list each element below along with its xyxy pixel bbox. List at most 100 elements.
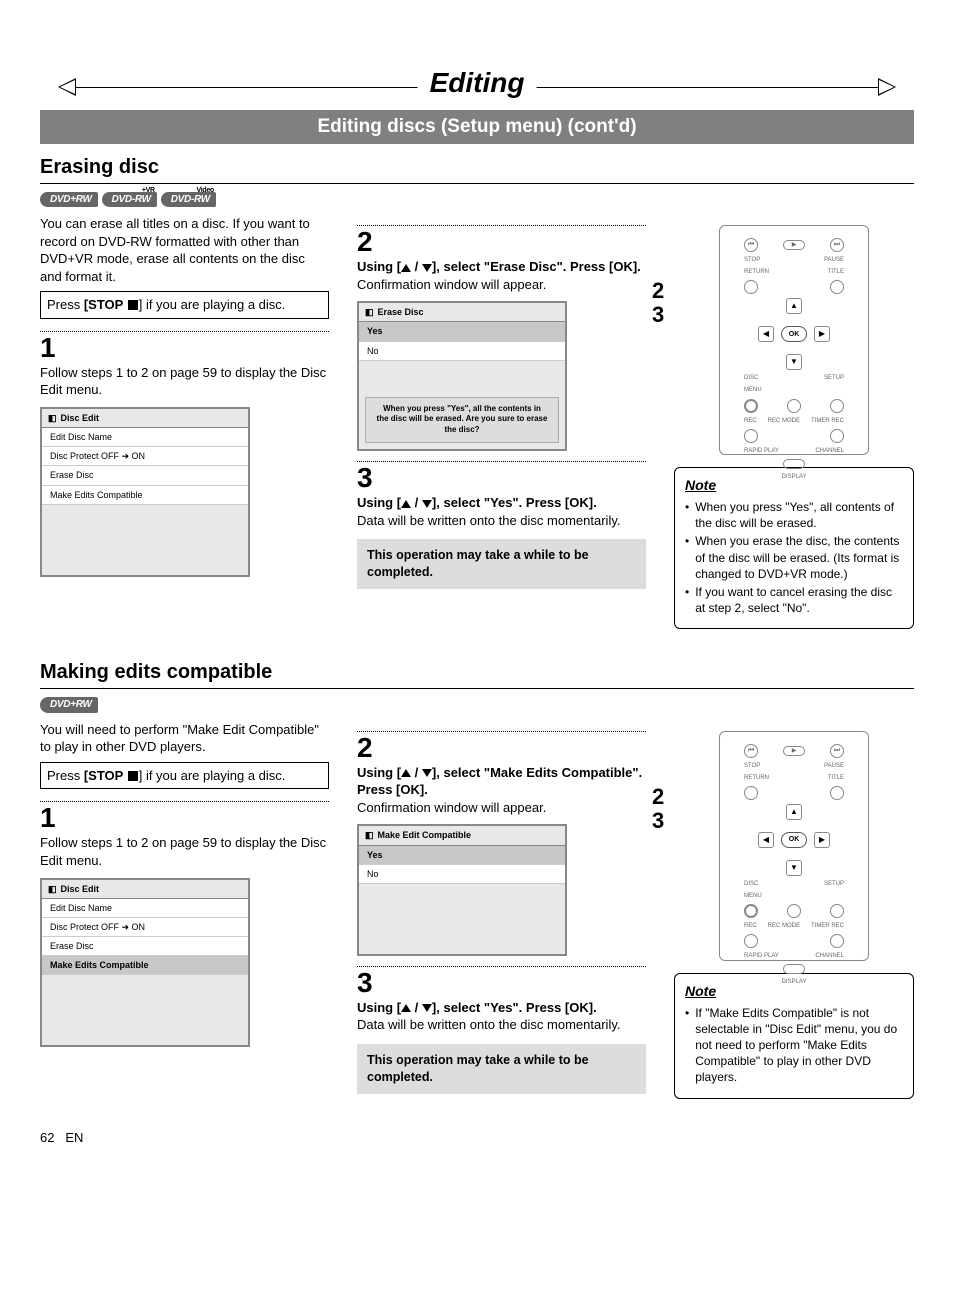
- recmode-button-icon: [787, 904, 801, 918]
- step-2-instruction: Using [ / ], select "Erase Disc". Press …: [357, 259, 641, 274]
- step-2-number: 2: [357, 228, 646, 256]
- remote-label: CHANNEL: [815, 952, 844, 960]
- up-arrow-icon: [401, 769, 411, 777]
- press-text-end: ] if you are playing a disc.: [139, 768, 286, 783]
- make-edit-confirm-menu: Make Edit Compatible Yes No: [357, 824, 567, 955]
- skip-back-icon: ⏮: [744, 744, 758, 758]
- menu-item: Disc Protect OFF ➜ ON: [42, 918, 248, 937]
- step-separator: [357, 225, 646, 226]
- menu-item: Edit Disc Name: [42, 428, 248, 447]
- step-2-body: Using [ / ], select "Make Edits Compatib…: [357, 764, 646, 817]
- confirm-message: When you press "Yes", all the contents i…: [365, 397, 559, 443]
- note-item: When you erase the disc, the contents of…: [685, 533, 903, 582]
- badge-dvd-plus-rw: DVD+RW: [40, 697, 98, 713]
- menu-item-no: No: [359, 342, 565, 361]
- step-1-number: 1: [40, 334, 329, 362]
- remote-label: DISPLAY: [782, 473, 807, 481]
- section1-columns: You can erase all titles on a disc. If y…: [40, 215, 914, 629]
- step-separator: [357, 461, 646, 462]
- step-3-body: Using [ / ], select "Yes". Press [OK]. D…: [357, 999, 646, 1034]
- menu-item-yes: Yes: [359, 322, 565, 341]
- remote-control-diagram: ⏮▶⏭ STOPPAUSE RETURNTITLE ▲ ▼ ◀ ▶ OK: [719, 731, 869, 961]
- page-footer: 62 EN: [40, 1129, 914, 1147]
- title-button-icon: [830, 786, 844, 800]
- display-button-icon: [783, 459, 805, 469]
- dpad: ▲ ▼ ◀ ▶ OK: [758, 298, 830, 370]
- step-3-instruction: Using [ / ], select "Yes". Press [OK].: [357, 495, 597, 510]
- display-button-icon: [783, 964, 805, 974]
- timerrec-button-icon: [830, 904, 844, 918]
- section2-col-right: 2 3 ⏮▶⏭ STOPPAUSE RETURNTITLE ▲ ▼ ◀ ▶: [674, 721, 914, 1099]
- badge-dvd-rw-video: DVD-RWVideo: [161, 192, 216, 208]
- dpad-down-icon: ▼: [786, 354, 802, 370]
- page-subtitle: Editing discs (Setup menu) (cont'd): [40, 110, 914, 144]
- menu-item-highlighted: Make Edits Compatible: [42, 956, 248, 975]
- stop-key-label: [STOP ] if you are playing a disc.: [84, 768, 286, 783]
- section-erasing-disc: Erasing disc DVD+RW DVD-RW+VR DVD-RWVide…: [40, 154, 914, 630]
- remote-label: RETURN: [744, 774, 769, 782]
- step-1-body: Follow steps 1 to 2 on page 59 to displa…: [40, 834, 329, 869]
- intro-text: You will need to perform "Make Edit Comp…: [40, 721, 329, 756]
- menu-item: Make Edits Compatible: [42, 486, 248, 505]
- note-box: Note When you press "Yes", all contents …: [674, 467, 914, 629]
- step-3-result: Data will be written onto the disc momen…: [357, 1017, 620, 1032]
- skip-fwd-icon: ⏭: [830, 238, 844, 252]
- completion-callout: This operation may take a while to be co…: [357, 539, 646, 589]
- step-separator: [357, 731, 646, 732]
- down-arrow-icon: [422, 264, 432, 272]
- stop-icon: [128, 300, 138, 310]
- disc-badges: DVD+RW DVD-RW+VR DVD-RWVideo: [40, 192, 914, 208]
- dpad-left-icon: ◀: [758, 832, 774, 848]
- remote-label: DISPLAY: [782, 978, 807, 986]
- stop-icon: [128, 771, 138, 781]
- note-list: If "Make Edits Compatible" is not select…: [685, 1005, 903, 1086]
- remote-label: TITLE: [828, 268, 844, 276]
- step-2-result: Confirmation window will appear.: [357, 277, 546, 292]
- step-3-number: 3: [357, 969, 646, 997]
- erase-disc-confirm-menu: Erase Disc Yes No When you press "Yes", …: [357, 301, 567, 451]
- play-button-icon: ▶: [783, 240, 805, 250]
- menu-item: Edit Disc Name: [42, 899, 248, 918]
- note-item: If you want to cancel erasing the disc a…: [685, 584, 903, 616]
- down-arrow-icon: [422, 769, 432, 777]
- remote-label: SETUP: [824, 374, 844, 382]
- section-heading: Erasing disc: [40, 154, 914, 184]
- step-2-instr-text: Using [ / ], select "Erase Disc". Press …: [357, 259, 641, 274]
- menu-header: Make Edit Compatible: [359, 826, 565, 845]
- down-arrow-icon: [422, 500, 432, 508]
- menu-header: Disc Edit: [42, 409, 248, 428]
- step-separator: [40, 331, 329, 332]
- remote-label: TITLE: [828, 774, 844, 782]
- up-arrow-icon: [401, 500, 411, 508]
- remote-label: MENU: [744, 892, 762, 900]
- remote-label: RAPID PLAY: [744, 952, 779, 960]
- skip-fwd-icon: ⏭: [830, 744, 844, 758]
- press-text-end: ] if you are playing a disc.: [139, 297, 286, 312]
- channel-button-icon: [830, 429, 844, 443]
- section2-columns: You will need to perform "Make Edit Comp…: [40, 721, 914, 1099]
- manual-page: Editing Editing discs (Setup menu) (cont…: [40, 70, 914, 1146]
- remote-label: STOP: [744, 256, 760, 264]
- dpad-down-icon: ▼: [786, 860, 802, 876]
- step-3-body: Using [ / ], select "Yes". Press [OK]. D…: [357, 494, 646, 529]
- rec-button-icon: [744, 399, 758, 413]
- remote-step-indicator: 2 3: [652, 279, 664, 327]
- note-box: Note If "Make Edits Compatible" is not s…: [674, 973, 914, 1099]
- title-button-icon: [830, 280, 844, 294]
- remote-label: PAUSE: [824, 762, 844, 770]
- completion-callout: This operation may take a while to be co…: [357, 1044, 646, 1094]
- remote-label: RETURN: [744, 268, 769, 276]
- menu-header: Disc Edit: [42, 880, 248, 899]
- channel-button-icon: [830, 934, 844, 948]
- skip-back-icon: ⏮: [744, 238, 758, 252]
- page-lang: EN: [65, 1130, 83, 1145]
- remote-wrapper: 2 3 ⏮▶⏭ STOPPAUSE RETURNTITLE ▲ ▼ ◀ ▶: [674, 225, 914, 455]
- step-1-number: 1: [40, 804, 329, 832]
- step-3-instruction: Using [ / ], select "Yes". Press [OK].: [357, 1000, 597, 1015]
- step-2-instruction: Using [ / ], select "Make Edits Compatib…: [357, 765, 642, 798]
- section1-col-left: You can erase all titles on a disc. If y…: [40, 215, 329, 577]
- dpad-up-icon: ▲: [786, 298, 802, 314]
- remote-label: TIMER REC: [811, 417, 844, 425]
- menu-item: Erase Disc: [42, 937, 248, 956]
- section1-col-mid: 2 Using [ / ], select "Erase Disc". Pres…: [357, 215, 646, 589]
